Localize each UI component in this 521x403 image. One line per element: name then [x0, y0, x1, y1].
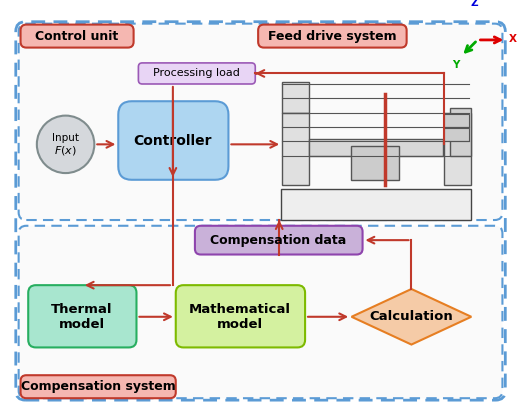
FancyBboxPatch shape [139, 63, 255, 84]
FancyBboxPatch shape [28, 285, 137, 347]
Text: Input: Input [52, 133, 79, 143]
FancyBboxPatch shape [19, 226, 502, 398]
Text: Feed drive system: Feed drive system [268, 29, 396, 43]
Text: $F(x)$: $F(x)$ [54, 143, 77, 157]
Text: Y: Y [452, 60, 460, 70]
Text: Control unit: Control unit [35, 29, 119, 43]
FancyBboxPatch shape [19, 24, 502, 220]
FancyBboxPatch shape [20, 25, 133, 48]
Polygon shape [352, 289, 472, 345]
Text: Controller: Controller [133, 133, 212, 147]
Text: Mathematical
model: Mathematical model [189, 303, 291, 331]
Bar [282, 82, 309, 113]
Bar [444, 114, 469, 127]
FancyBboxPatch shape [176, 285, 305, 347]
Text: Calculation: Calculation [369, 310, 453, 323]
Bar [281, 189, 471, 220]
FancyBboxPatch shape [258, 25, 406, 48]
Text: Z: Z [471, 0, 478, 8]
Bar [450, 108, 471, 156]
Text: Processing load: Processing load [153, 69, 240, 79]
FancyBboxPatch shape [195, 226, 363, 255]
Bar [282, 113, 309, 185]
Bar [444, 128, 469, 141]
Bar [309, 139, 443, 156]
Text: X: X [509, 34, 517, 44]
Bar [351, 146, 399, 180]
FancyBboxPatch shape [20, 375, 176, 398]
Bar [444, 113, 471, 185]
Circle shape [37, 116, 94, 173]
Text: Thermal
model: Thermal model [51, 303, 113, 331]
FancyBboxPatch shape [118, 101, 228, 180]
Text: Compensation system: Compensation system [21, 380, 176, 393]
Text: Compensation data: Compensation data [210, 234, 346, 247]
